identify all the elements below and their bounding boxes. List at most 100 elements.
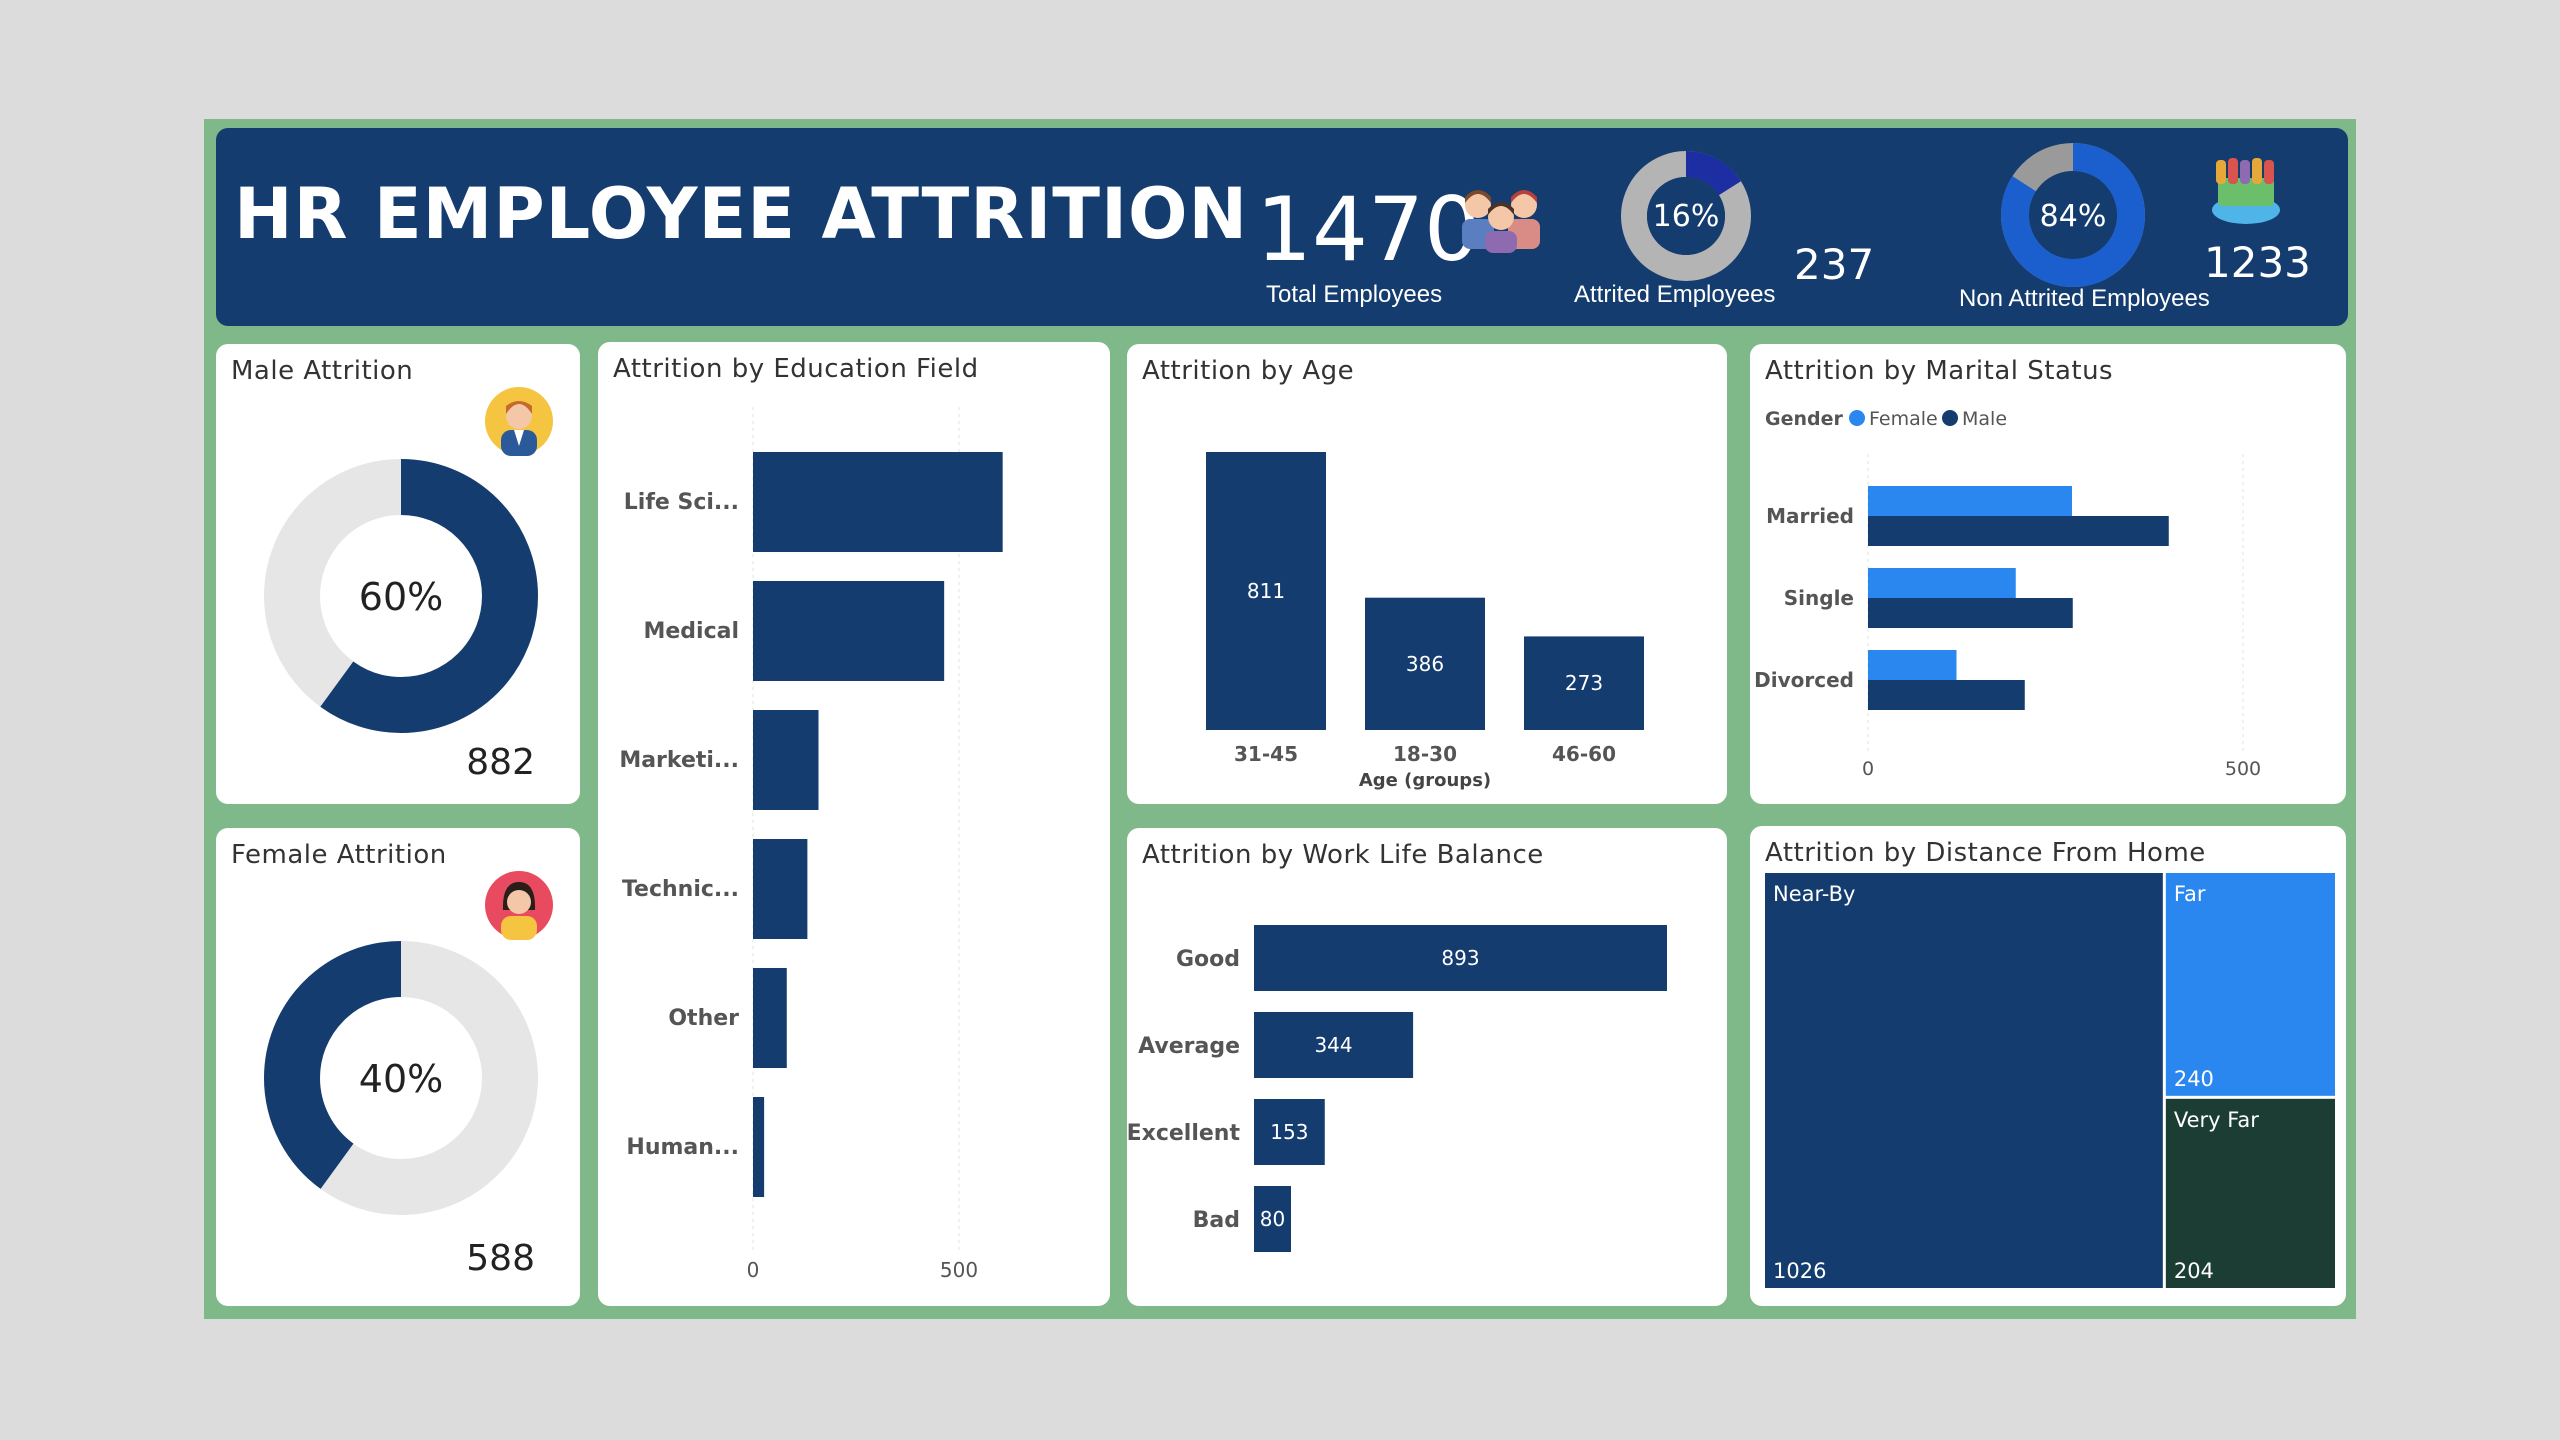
legend-male-label: Male [1962,408,2007,430]
legend-male-marker [1942,410,1958,426]
bar [753,968,787,1068]
female-count: 588 [466,1238,535,1279]
marital-title: Attrition by Marital Status [1765,356,2114,386]
attrited-label: Attrited Employees [1574,281,1776,308]
team-icon [2212,158,2280,224]
bar-male [1868,680,2025,710]
female-attrition-title: Female Attrition [231,840,447,870]
x-tick-label: 0 [747,1258,760,1282]
x-tick-label: 0 [1862,758,1874,780]
bar [1254,925,1667,991]
male-donut: 60% [264,459,538,733]
category-label: Average [1138,1034,1240,1059]
category-label: Technic... [622,877,739,902]
worklife-title: Attrition by Work Life Balance [1142,840,1544,870]
bar [753,1097,765,1197]
non-attrited-value: 1233 [2204,238,2311,287]
bar [1365,597,1485,730]
bar [1524,636,1644,730]
category-label: Human... [626,1135,739,1160]
category-label: Other [668,1006,739,1031]
tile-value: 1026 [1773,1259,1826,1283]
age-title: Attrition by Age [1142,356,1355,386]
tile-name: Very Far [2174,1108,2259,1132]
category-label: Good [1176,947,1240,972]
female-attrition-card: Female Attrition 40% 588 [216,828,580,1306]
attrited-donut: 16% [1621,151,1751,281]
marital-card: Attrition by Marital Status Gender Female… [1750,344,2346,804]
x-axis-label: Age (groups) [1359,770,1491,791]
education-card: Attrition by Education Field 0 500 Life Sc… [598,342,1110,1306]
legend-female-marker [1849,410,1865,426]
category-label: Married [1766,504,1854,528]
bar [1254,1099,1325,1165]
female-percent-label: 40% [359,1057,443,1101]
employees-group-icon [1462,190,1540,253]
bar [1206,452,1326,730]
category-label: Marketi... [619,748,739,773]
data-label: 893 [1441,946,1479,970]
category-label: Excellent [1127,1121,1240,1146]
x-tick-label: 46-60 [1552,742,1616,766]
bar [753,452,1003,552]
worklife-chart: 893 Good 344 Average 153 Excellent 80 Bad [1127,925,1667,1252]
treemap-tile [2165,1098,2335,1288]
distance-treemap: Near-By 1026 Far 240 Very Far 204 [1765,873,2335,1288]
treemap-tile [2165,873,2335,1096]
male-attrition-card: Male Attrition 60% 882 [216,344,580,804]
x-tick-label: 500 [2225,758,2261,780]
category-label: Divorced [1754,668,1854,692]
male-avatar-icon [485,387,553,456]
legend-title: Gender [1765,408,1843,430]
bar [1254,1186,1291,1252]
category-label: Life Sci... [624,490,739,515]
tile-name: Far [2174,882,2206,906]
data-label: 273 [1565,671,1603,695]
data-label: 344 [1314,1033,1352,1057]
bar [753,581,945,681]
marital-chart: Gender Female Male 0 500 Married Single Divorce… [1754,408,2261,780]
bar-female [1868,568,2016,598]
distance-title: Attrition by Distance From Home [1765,838,2206,868]
age-chart: 811 31-45 386 18-30 273 46-60 Age (groups) [1206,452,1644,791]
x-tick-label: 18-30 [1393,742,1457,766]
treemap-tile [1765,873,2163,1288]
education-chart: 0 500 Life Sci... Medical Marketi... Technic.… [619,407,1003,1282]
legend-female-label: Female [1869,408,1938,430]
bar [753,839,808,939]
male-count: 882 [466,742,535,783]
bar-female [1868,650,1957,680]
age-card: Attrition by Age 811 31-45 386 18-30 273 46-6… [1127,344,1727,804]
non-attrited-percent: 84% [2040,199,2107,234]
male-percent-label: 60% [359,575,443,619]
tile-value: 204 [2174,1259,2214,1283]
non-attrited-donut: 84% [2001,143,2145,287]
bar-male [1868,516,2169,546]
tile-value: 240 [2174,1067,2214,1091]
data-label: 811 [1247,579,1285,603]
worklife-card: Attrition by Work Life Balance 893 Good 34… [1127,828,1727,1306]
category-label: Medical [643,619,739,644]
data-label: 80 [1260,1207,1285,1231]
data-label: 386 [1406,652,1444,676]
male-attrition-title: Male Attrition [231,356,414,386]
bar-female [1868,486,2072,516]
non-attrited-label: Non Attrited Employees [1959,285,2210,312]
total-employees-value: 1470 [1256,178,1480,281]
header-banner: HR EMPLOYEE ATTRITION 1470 Total Employe… [216,128,2348,326]
bar [753,710,819,810]
data-label: 153 [1270,1120,1308,1144]
attrited-percent: 16% [1653,199,1720,234]
x-tick-label: 31-45 [1234,742,1298,766]
education-title: Attrition by Education Field [613,354,979,384]
female-donut: 40% [264,941,538,1215]
bar [1254,1012,1414,1078]
attrited-value: 237 [1794,240,1875,289]
distance-card: Attrition by Distance From Home Near-By 1… [1750,826,2346,1306]
female-avatar-icon [485,871,553,940]
tile-name: Near-By [1773,882,1855,906]
category-label: Single [1784,586,1854,610]
bar-male [1868,598,2073,628]
total-employees-label: Total Employees [1266,281,1443,308]
x-tick-label: 500 [940,1258,978,1282]
